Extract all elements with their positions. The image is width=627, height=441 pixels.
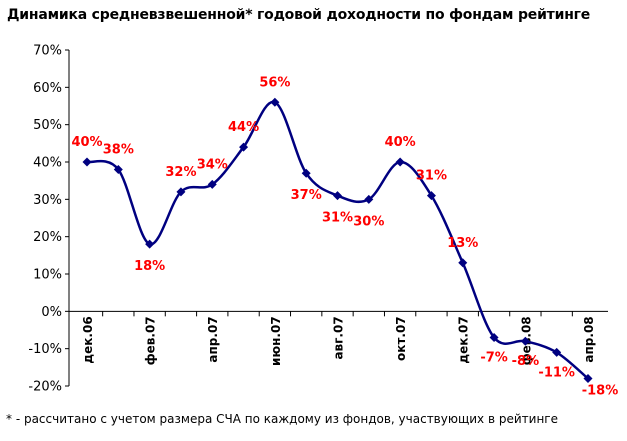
data-label: 13% [447,236,478,251]
data-label: 44% [228,120,259,135]
data-label: 34% [197,157,228,172]
x-tick-label: авг.07 [332,316,346,359]
data-label: 32% [165,165,196,180]
data-label: -18% [582,384,619,399]
data-point [207,179,217,189]
x-tick-label: июн.07 [269,316,283,366]
data-point [239,142,249,152]
data-label: -8% [512,354,539,369]
y-axis: 70% 60% 50% 40% 30% 20% 10% 0% -10% -20% [28,44,70,395]
data-point [82,157,92,167]
y-tick-label: -20% [28,380,62,395]
x-tick-label: фев.07 [144,316,158,365]
footnote: * - рассчитано с учетом размера СЧА по к… [6,412,558,426]
data-label: -11% [538,365,575,380]
x-tick-label: апр.07 [206,316,220,362]
y-tick-label: 40% [33,156,62,171]
data-point [113,164,123,174]
data-point [489,332,499,342]
x-tick-label: дек.07 [457,316,471,363]
data-point [426,191,436,201]
x-tick-label: дек.06 [81,316,95,363]
y-tick-label: 30% [33,193,62,208]
data-label: 31% [322,211,353,226]
data-label: 40% [385,135,416,150]
data-label: -7% [480,350,507,365]
data-point [364,194,374,204]
x-axis: дек.06 фев.07 апр.07 июн.07 авг.07 окт.07 дек.… [69,310,608,366]
data-point [145,239,155,249]
y-tick-label: 20% [33,230,62,245]
y-tick-label: -10% [28,342,62,357]
y-tick-label: 10% [33,268,62,283]
data-point [552,347,562,357]
data-point [333,191,342,201]
chart-title: Динамика средневзвешенной* годовой доход… [7,7,591,23]
data-label: 40% [71,135,102,150]
y-tick-label: 60% [33,81,62,96]
data-label: 38% [103,142,134,157]
data-point [458,258,468,268]
marker-layer [82,97,593,384]
data-label: 56% [259,75,290,90]
data-label-layer: 40% 38%18%32% 34%44%56%37%31% 30%40%31%13%-… [71,75,618,398]
data-label: 37% [291,188,322,203]
data-label: 30% [353,214,384,229]
data-point [520,336,530,346]
x-tick-label: окт.07 [394,316,408,361]
data-label: 18% [134,259,165,274]
data-label: 31% [416,169,447,184]
data-point [395,157,405,167]
x-tick-label: апр.08 [582,316,596,362]
data-point [301,168,311,178]
y-tick-label: 0% [41,305,62,320]
data-point [270,97,280,107]
data-point [176,187,186,197]
y-tick-label: 70% [33,44,62,59]
data-point [583,374,593,384]
y-tick-label: 50% [33,118,62,133]
